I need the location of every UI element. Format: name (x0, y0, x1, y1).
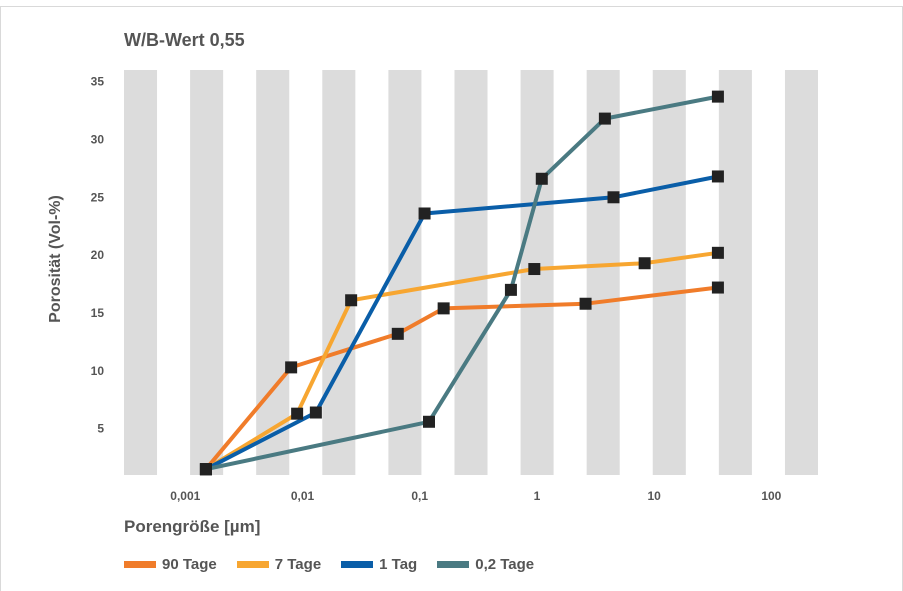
x-tick-label: 100 (761, 489, 781, 503)
data-point (422, 415, 435, 428)
y-tick-label: 35 (91, 75, 105, 89)
y-tick-label: 20 (91, 248, 105, 262)
legend-item: 7 Tage (236, 556, 322, 573)
data-point (418, 207, 431, 220)
background-band (190, 70, 224, 475)
legend-label: 1 Tag (379, 556, 418, 573)
x-tick-label: 0,001 (170, 489, 200, 503)
background-band (718, 70, 752, 475)
data-point (711, 246, 724, 259)
data-point (598, 112, 611, 125)
data-point (345, 294, 358, 307)
chart-title: W/B-Wert 0,55 (124, 30, 245, 50)
background-band (124, 70, 158, 475)
frame-border-top (0, 6, 903, 7)
legend-item: 0,2 Tage (437, 556, 534, 573)
frame-border-left (0, 6, 1, 591)
background-band (784, 70, 818, 475)
x-tick-label: 10 (647, 489, 661, 503)
data-point (607, 191, 620, 204)
data-point (285, 361, 298, 374)
data-point (528, 263, 541, 276)
series-line (204, 285, 719, 471)
x-axis-label: Porengröße [µm] (124, 517, 261, 536)
legend-label: 0,2 Tage (475, 556, 535, 573)
data-point (437, 302, 450, 315)
data-point (391, 327, 404, 340)
legend: 90 Tage 7 Tage 1 Tag 0,2 Tage (124, 556, 554, 573)
data-point (638, 257, 651, 270)
x-tick-label: 1 (534, 489, 541, 503)
legend-label: 90 Tage (162, 556, 217, 573)
series-line (204, 250, 719, 471)
legend-item: 1 Tag (341, 556, 417, 573)
background-band (256, 70, 290, 475)
data-point (711, 90, 724, 103)
series-line (205, 94, 719, 472)
background-band (652, 70, 686, 475)
data-point (309, 406, 322, 419)
y-axis-label: Porosität (Vol-%) (47, 195, 64, 323)
y-tick-label: 25 (91, 190, 105, 204)
data-point (535, 172, 548, 185)
legend-swatch (437, 561, 470, 568)
data-point (711, 170, 724, 183)
y-tick-label: 15 (91, 306, 105, 320)
legend-item: 90 Tage (124, 556, 217, 573)
y-tick-label: 30 (91, 132, 105, 146)
x-tick-label: 0,1 (411, 489, 428, 503)
y-tick-label: 10 (91, 364, 105, 378)
data-point (711, 281, 724, 294)
data-point (579, 297, 592, 310)
legend-label: 7 Tage (274, 556, 322, 573)
background-band (454, 70, 488, 475)
legend-swatch (124, 561, 156, 568)
x-tick-label: 0,01 (291, 489, 315, 503)
data-point (199, 463, 212, 476)
legend-swatch (236, 561, 269, 568)
y-tick-label: 5 (97, 422, 104, 436)
background-band (586, 70, 620, 475)
data-point (291, 407, 304, 420)
legend-swatch (341, 561, 374, 568)
background-band (322, 70, 356, 475)
data-point (504, 283, 517, 296)
